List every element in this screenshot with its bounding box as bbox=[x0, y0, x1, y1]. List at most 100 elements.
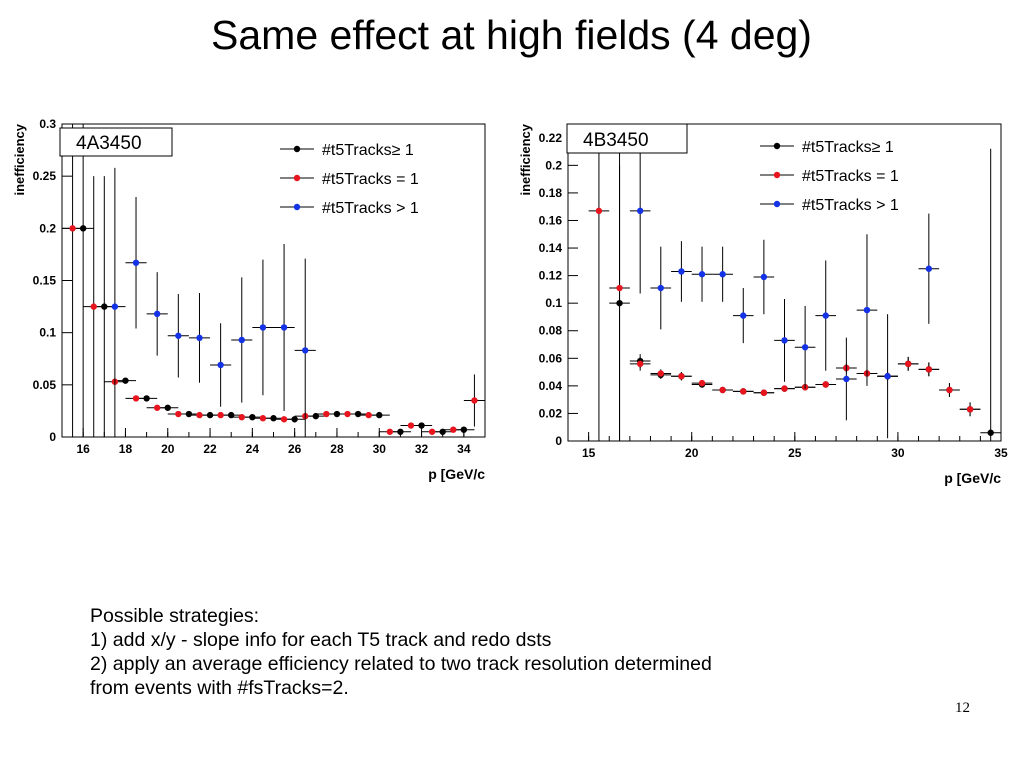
x-tick-label: 26 bbox=[288, 442, 302, 456]
page-number: 12 bbox=[955, 700, 970, 716]
data-point bbox=[925, 366, 933, 373]
x-axis-label: p [GeV/c bbox=[944, 470, 1001, 486]
data-point bbox=[217, 411, 224, 419]
y-tick-label: 0.18 bbox=[539, 186, 563, 200]
data-point bbox=[595, 207, 603, 215]
x-tick-label: 34 bbox=[457, 442, 471, 456]
chart-title-box bbox=[59, 127, 173, 157]
legend-marker bbox=[773, 171, 781, 179]
data-point bbox=[781, 385, 788, 392]
data-point bbox=[175, 332, 182, 339]
series--t5tracks-1 bbox=[62, 124, 485, 437]
data-point bbox=[719, 386, 726, 394]
data-point bbox=[822, 312, 829, 319]
legend-label: #t5Tracks = 1 bbox=[322, 171, 419, 188]
x-tick-label: 15 bbox=[582, 446, 596, 460]
data-point bbox=[259, 415, 267, 422]
data-point bbox=[407, 422, 415, 429]
x-tick-label: 20 bbox=[685, 446, 699, 460]
data-point bbox=[657, 284, 664, 292]
legend-marker bbox=[773, 142, 781, 150]
x-tick-label: 20 bbox=[161, 442, 175, 456]
y-tick-label: 0 bbox=[49, 430, 56, 444]
data-point bbox=[822, 381, 829, 388]
y-axis-label: inefficiency bbox=[518, 123, 533, 195]
legend-label: #t5Tracks > 1 bbox=[322, 200, 419, 217]
data-point bbox=[636, 360, 644, 368]
y-tick-label: 0.12 bbox=[539, 269, 563, 283]
data-point bbox=[259, 324, 267, 331]
y-tick-label: 0.22 bbox=[539, 131, 563, 145]
y-tick-label: 0.08 bbox=[539, 324, 563, 338]
data-point bbox=[79, 225, 87, 232]
y-tick-label: 0 bbox=[555, 434, 562, 448]
chart-title: 4B3450 bbox=[583, 130, 649, 151]
data-point bbox=[863, 306, 871, 314]
y-tick-label: 0.2 bbox=[545, 158, 562, 172]
data-point bbox=[698, 271, 706, 278]
y-tick-label: 0.02 bbox=[539, 406, 563, 420]
y-tick-label: 0.15 bbox=[33, 274, 57, 288]
data-point bbox=[175, 410, 182, 418]
data-point bbox=[196, 411, 203, 419]
data-point bbox=[153, 404, 161, 411]
data-point bbox=[678, 373, 685, 380]
data-point bbox=[760, 273, 768, 281]
chart-title-box bbox=[566, 123, 688, 154]
strategy-item: 2) apply an average efficiency related t… bbox=[90, 653, 712, 675]
data-point bbox=[678, 268, 685, 275]
x-tick-label: 30 bbox=[891, 446, 905, 460]
plot-frame bbox=[567, 123, 1002, 442]
legend-marker bbox=[773, 200, 781, 208]
data-point bbox=[344, 410, 351, 418]
legend-label: #t5Tracks≥ 1 bbox=[322, 142, 414, 159]
strategies-heading: Possible strategies: bbox=[90, 605, 260, 627]
data-point bbox=[365, 411, 372, 419]
data-point bbox=[471, 397, 478, 404]
x-tick-label: 24 bbox=[246, 442, 260, 456]
y-tick-label: 0.16 bbox=[539, 213, 563, 227]
data-point bbox=[987, 429, 994, 436]
data-point bbox=[280, 324, 288, 331]
x-tick-label: 16 bbox=[76, 442, 90, 456]
y-tick-label: 0.05 bbox=[33, 378, 57, 392]
series--t5tracks-1 bbox=[72, 124, 475, 437]
data-point bbox=[302, 347, 309, 354]
data-point bbox=[843, 375, 850, 383]
x-tick-label: 30 bbox=[373, 442, 387, 456]
series--t5tracks-1 bbox=[609, 148, 1001, 441]
data-point bbox=[153, 310, 161, 318]
y-tick-label: 0.2 bbox=[39, 221, 56, 235]
y-tick-label: 0.1 bbox=[39, 326, 56, 340]
y-tick-label: 0.04 bbox=[539, 379, 563, 393]
series--t5tracks-1 bbox=[588, 124, 981, 441]
data-point bbox=[740, 312, 747, 319]
data-point bbox=[450, 426, 457, 433]
data-point bbox=[196, 334, 203, 342]
y-tick-label: 0.3 bbox=[39, 117, 56, 131]
data-point bbox=[69, 225, 76, 232]
legend-marker bbox=[293, 203, 301, 211]
data-point bbox=[111, 303, 119, 310]
x-tick-label: 32 bbox=[415, 442, 429, 456]
data-point bbox=[132, 259, 140, 266]
data-point bbox=[90, 303, 97, 310]
legend-label: #t5Tracks > 1 bbox=[802, 197, 899, 214]
data-point bbox=[657, 370, 664, 377]
data-point bbox=[905, 360, 912, 368]
data-point bbox=[760, 389, 768, 396]
plot-frame bbox=[61, 123, 486, 438]
y-tick-label: 0.06 bbox=[539, 351, 563, 365]
x-tick-label: 35 bbox=[994, 446, 1008, 460]
x-tick-label: 28 bbox=[330, 442, 344, 456]
data-point bbox=[946, 386, 953, 394]
chart-4a3450: 16 18 20 22 24 26 28 30 32 34 0 0.05 0.1 0.15 0.2 0.25 0… bbox=[12, 117, 486, 482]
data-point bbox=[238, 413, 245, 421]
data-point bbox=[740, 388, 747, 395]
x-tick-label: 18 bbox=[119, 442, 133, 456]
y-tick-label: 0.14 bbox=[539, 241, 563, 255]
legend-label: #t5Tracks≥ 1 bbox=[802, 139, 894, 156]
data-point bbox=[323, 410, 330, 418]
data-point bbox=[132, 395, 140, 402]
y-tick-label: 0.1 bbox=[545, 296, 562, 310]
